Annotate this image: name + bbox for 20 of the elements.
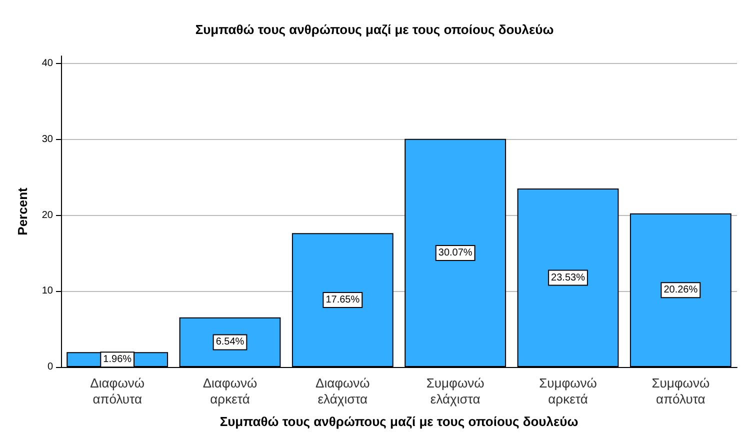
y-tick-label: 40 — [42, 58, 54, 70]
x-axis-title: Συμπαθώ τους ανθρώπους μαζί με τους οποίους δουλεύω — [220, 414, 578, 429]
x-tick-label: Διαφωνώ αρκετά — [202, 376, 258, 406]
chart-title: Συμπαθώ τους ανθρώπους μαζί με τους οποίους δουλεύω — [195, 22, 554, 37]
data-label: 20.26% — [664, 284, 698, 296]
data-label: 1.96% — [103, 354, 132, 366]
y-tick-label: 20 — [42, 210, 54, 221]
x-tick-label: Συμφωνώ αρκετά — [539, 376, 597, 406]
data-label: 23.53% — [551, 272, 586, 284]
x-tick-label: Διαφωνώ απόλυτα — [90, 376, 144, 406]
y-tick-label: 30 — [42, 134, 54, 145]
y-axis-title: Percent — [15, 186, 30, 236]
data-label: 6.54% — [216, 336, 244, 348]
y-tick-label: 10 — [42, 286, 54, 297]
data-label: 30.07% — [438, 247, 472, 258]
y-tick-label: 0 — [47, 362, 54, 372]
x-tick-label: Συμφωνώ απόλυτα — [652, 376, 710, 406]
x-tick-label: Διαφωνώ ελάχιστα — [316, 376, 370, 406]
data-label: 17.65% — [326, 294, 360, 306]
x-tick-label: Συμφωνώ ελάχιστα — [426, 376, 484, 406]
